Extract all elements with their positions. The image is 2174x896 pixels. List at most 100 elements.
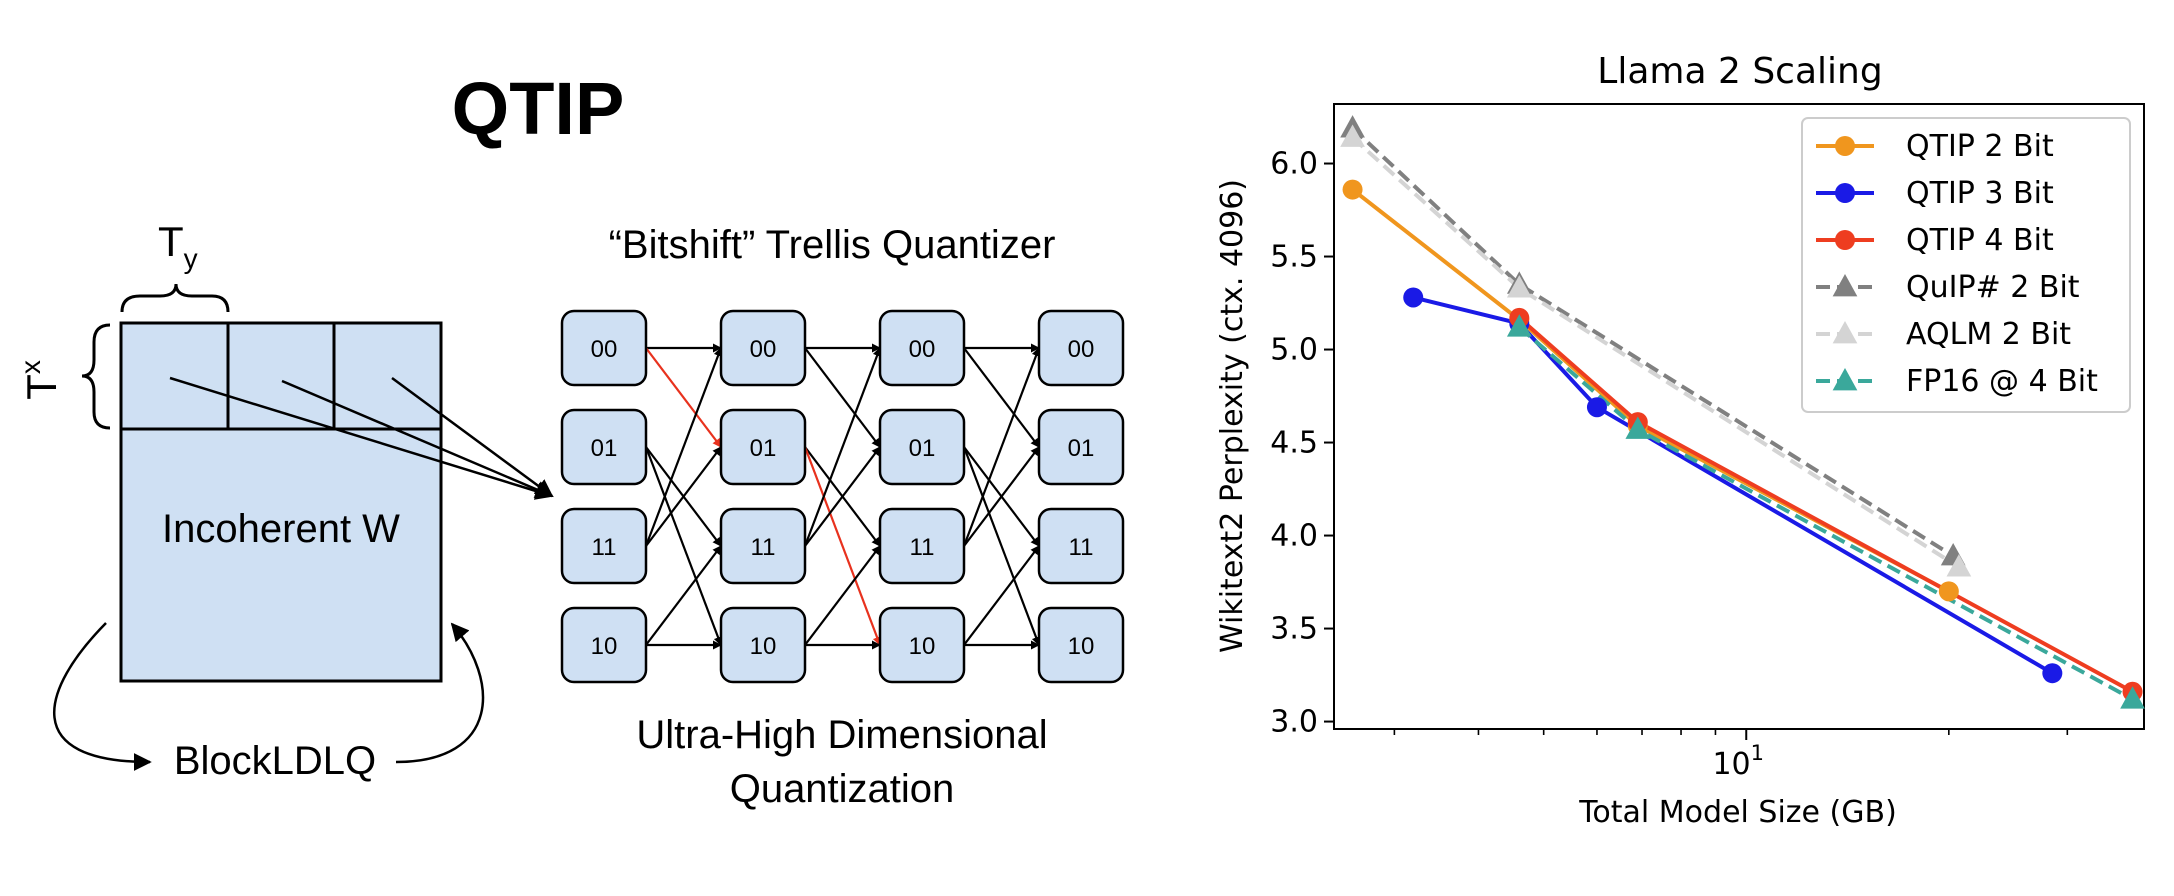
legend-label: AQLM 2 Bit xyxy=(1906,317,2071,352)
tile-arrow-3 xyxy=(391,376,554,498)
series-line xyxy=(1351,126,1955,558)
data-point xyxy=(1506,314,1532,337)
legend-marker xyxy=(1832,274,1858,297)
tile-height-brace xyxy=(81,323,111,430)
legend-marker xyxy=(1832,321,1858,344)
chart-legend: QTIP 2 Bit QTIP 3 Bit QTIP 4 Bit QuIP# 2 Bi… xyxy=(1801,117,2131,413)
trellis-node xyxy=(560,606,648,684)
legend-label: FP16 @ 4 Bit xyxy=(1906,364,2098,399)
trellis-title: “Bitshift” Trellis Quantizer xyxy=(609,223,1056,267)
chart-title: Llama 2 Scaling xyxy=(1597,51,1882,92)
trellis-edge xyxy=(803,446,882,646)
trellis-edge xyxy=(644,446,723,646)
y-tick-label: 4.0 xyxy=(1270,519,1318,554)
trellis-edge xyxy=(962,446,1041,646)
data-point xyxy=(1340,124,1365,147)
data-point xyxy=(1506,275,1532,298)
legend-label: QTIP 3 Bit xyxy=(1906,176,2054,211)
y-tick-label: 6.0 xyxy=(1270,147,1318,182)
trellis-node-label: 00 xyxy=(1068,336,1095,363)
legend-marker xyxy=(1835,183,1855,203)
trellis-node-label: 11 xyxy=(592,534,617,561)
tile-width-label: Ty xyxy=(158,218,198,274)
data-point xyxy=(1625,416,1651,439)
legend-box xyxy=(1801,117,2131,413)
trellis-edge xyxy=(645,545,722,646)
trellis-node xyxy=(878,507,966,585)
tile-height-label-group: Tx xyxy=(15,360,65,400)
legend-label: QuIP# 2 Bit xyxy=(1906,270,2080,305)
matrix-label: Incoherent W xyxy=(162,507,400,551)
trellis-node-label: 00 xyxy=(909,336,936,363)
y-tick-label: 5.5 xyxy=(1270,240,1318,275)
trellis-node xyxy=(719,606,807,684)
trellis-node xyxy=(1037,408,1125,486)
trellis-node xyxy=(719,507,807,585)
data-point xyxy=(1342,179,1363,200)
matrix-block xyxy=(119,321,443,683)
y-axis-label: Wikitext2 Perplexity (ctx. 4096) xyxy=(1215,179,1250,653)
legend-marker xyxy=(1832,368,1858,391)
legend-label: QTIP 4 Bit xyxy=(1906,223,2054,258)
trellis-edge xyxy=(804,446,881,547)
data-point xyxy=(2120,686,2145,709)
legend-marker xyxy=(1835,230,1855,250)
y-tick-label: 4.5 xyxy=(1270,426,1318,461)
chart-series-markers xyxy=(1340,115,2145,709)
x-axis-label: Total Model Size (GB) xyxy=(1578,795,1897,830)
data-point xyxy=(1938,581,1959,602)
trellis-node-label: 11 xyxy=(1069,534,1094,561)
trellis-node-label: 00 xyxy=(750,336,777,363)
trellis-edge xyxy=(962,347,1041,547)
trellis-edge xyxy=(963,545,1040,646)
trellis-node-label: 01 xyxy=(909,435,936,462)
trellis-edge xyxy=(804,545,881,646)
trellis-node-label: 01 xyxy=(1068,435,1095,462)
trellis-node xyxy=(719,408,807,486)
data-point xyxy=(2042,663,2063,684)
diagram-title: QTIP xyxy=(452,67,625,150)
trellis-node-label: 11 xyxy=(910,534,935,561)
trellis-edge xyxy=(963,446,1040,547)
legend-marker xyxy=(1835,136,1855,156)
series-line xyxy=(1412,295,2054,675)
trellis-node-label: 01 xyxy=(750,435,777,462)
qtip-diagram: QTIP Incoherent W Ty Tx BlockLDLQ “Bitsh… xyxy=(15,67,1125,811)
trellis-node-label: 11 xyxy=(751,534,776,561)
trellis-node-label: 10 xyxy=(1068,633,1095,660)
plot-frame xyxy=(1333,103,2145,730)
trellis-caption-line2: Quantization xyxy=(730,767,955,811)
tile-height-label: Tx xyxy=(15,360,65,400)
trellis-node-label: 00 xyxy=(591,336,618,363)
trellis-node-label: 01 xyxy=(591,435,618,462)
tile-width-brace xyxy=(120,283,230,313)
trellis-node xyxy=(1037,507,1125,585)
trellis-edge xyxy=(963,347,1040,448)
trellis-node xyxy=(719,309,807,387)
scaling-chart: Llama 2 Scaling 3.0 3.5 4.0 4.5 5.0 5.5 6.0 101… xyxy=(1215,51,2145,830)
data-point xyxy=(1946,554,1972,577)
data-point xyxy=(1403,287,1424,308)
x-tick-label: 101 xyxy=(1712,741,1764,782)
series-line xyxy=(1351,135,1960,569)
trellis-node xyxy=(560,309,648,387)
trellis-node-label: 10 xyxy=(750,633,777,660)
loop-arrow-left xyxy=(53,622,152,771)
trellis-graph: 00 01 11 10 00 01 11 10 00 01 11 10 00 01 11 10 xyxy=(560,309,1125,684)
trellis-edge xyxy=(803,347,882,547)
tile-arrow-2 xyxy=(281,379,554,498)
trellis-edge xyxy=(645,347,722,448)
y-tick-label: 5.0 xyxy=(1270,333,1318,368)
loop-label: BlockLDLQ xyxy=(174,739,376,783)
y-tick-label: 3.0 xyxy=(1270,705,1318,740)
trellis-node-label: 10 xyxy=(591,633,618,660)
trellis-node xyxy=(878,606,966,684)
data-point xyxy=(1586,397,1607,418)
y-tick-label: 3.5 xyxy=(1270,612,1318,647)
trellis-node xyxy=(878,309,966,387)
trellis-node xyxy=(560,507,648,585)
trellis-edge xyxy=(804,347,881,448)
loop-arrow-right xyxy=(395,622,485,764)
trellis-edge xyxy=(645,446,722,547)
trellis-node xyxy=(560,408,648,486)
